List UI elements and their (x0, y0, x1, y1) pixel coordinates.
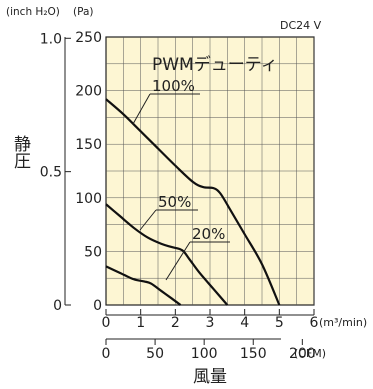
y-pa-tick-label: 250 (75, 30, 102, 46)
y-inch-tick-label: 0 (53, 298, 62, 314)
y-inch-ticks: 1.0 0.5 0 (40, 31, 71, 314)
x-m3-tick-label: 0 (102, 315, 111, 331)
series-label-20-text: 20% (192, 225, 225, 243)
x-m3-tick-label: 2 (171, 315, 180, 331)
y-pa-ticks: 0 50 100 150 200 250 (75, 30, 102, 314)
y-pa-tick-label: 0 (93, 298, 102, 314)
x-unit-m3-label: (m³/min) (319, 316, 367, 329)
y-pa-tick-label: 50 (84, 244, 102, 260)
x-m3-tick-label: 3 (206, 315, 215, 331)
chart-title: PWMデューティ (152, 54, 278, 75)
x-cfm-ticks: 0 50 100 150 200 (102, 339, 316, 362)
x-m3-tick-label: 4 (240, 315, 249, 331)
series-label-20-leader (165, 241, 191, 281)
series-label-100-leader (132, 93, 151, 125)
series-line-20 (105, 265, 182, 306)
x-axis-label: 風量 (193, 367, 227, 387)
x-cfm-tick-label: 150 (240, 346, 267, 362)
y-unit-pa-label: (Pa) (73, 6, 94, 18)
series-label-50-leader (139, 209, 157, 231)
y-pa-tick-label: 100 (75, 191, 102, 207)
series-line-100 (105, 98, 281, 306)
x-m3-tick-label: 6 (310, 315, 319, 331)
x-m3-tick-label: 5 (275, 315, 284, 331)
y-inch-tick-label: 0.5 (40, 165, 62, 181)
series-label-20: 20% (165, 225, 230, 281)
y-inch-tick-label: 1.0 (40, 31, 62, 47)
x-m3-ticks: 0 1 2 3 4 5 6 (102, 309, 319, 331)
series-curves (105, 98, 281, 306)
grid-lines (106, 37, 315, 305)
series-label-50: 50% (139, 193, 198, 231)
x-m3-tick-label: 1 (136, 315, 145, 331)
y-axis-label: 静圧 (10, 135, 31, 169)
x-cfm-tick-label: 100 (191, 346, 218, 362)
y-pa-tick-label: 200 (75, 84, 102, 100)
x-unit-cfm-label: (CFM) (294, 347, 326, 360)
x-cfm-tick-label: 0 (102, 346, 111, 362)
x-cfm-tick-label: 50 (146, 346, 164, 362)
series-label-50-text: 50% (158, 193, 191, 211)
series-line-50 (105, 203, 229, 306)
y-pa-tick-label: 150 (75, 137, 102, 153)
x-cfm-tick-label: 200 (289, 346, 316, 362)
series-label-100-text: 100% (152, 77, 195, 95)
series-label-100: 100% (132, 77, 200, 125)
voltage-label: DC24 V (280, 19, 322, 32)
y-unit-inch-label: (inch H₂O) (6, 6, 60, 18)
